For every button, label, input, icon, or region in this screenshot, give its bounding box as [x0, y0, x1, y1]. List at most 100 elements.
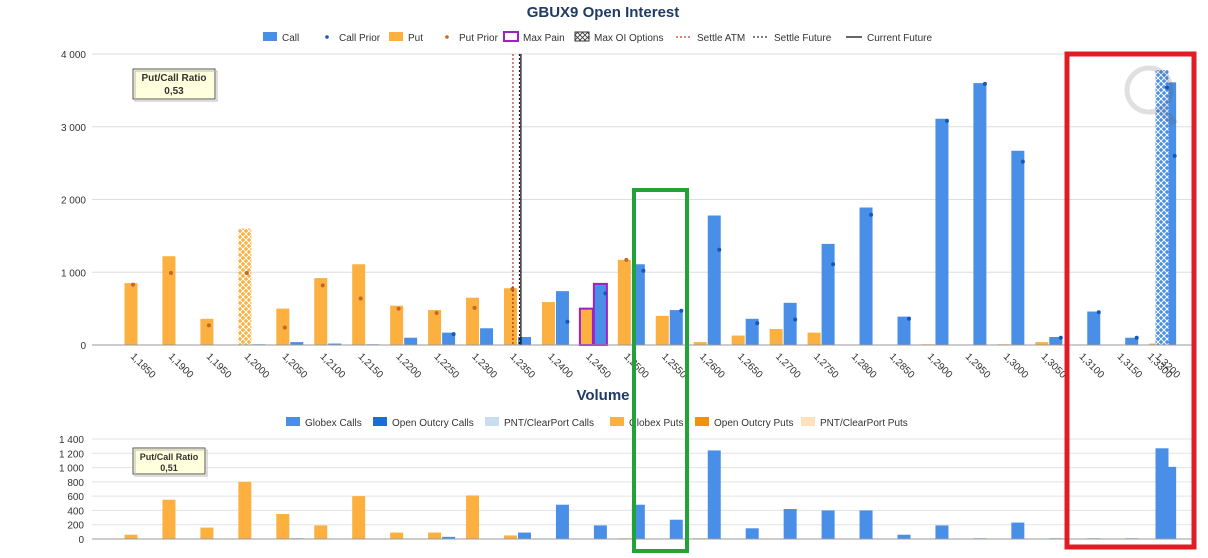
- x-tick-label: 1,3150: [1115, 351, 1145, 381]
- watermark-ring: [1124, 65, 1174, 115]
- call-bar: [859, 207, 873, 345]
- call-bar: [783, 302, 797, 345]
- globex-put-bar: [428, 532, 442, 539]
- x-tick-label: 1,2550: [659, 351, 689, 381]
- call-prior-dot: [793, 317, 798, 322]
- watermark-tail: [1156, 104, 1178, 126]
- legend-swatch: [610, 417, 624, 426]
- call-bar: [935, 118, 949, 345]
- globex-call-bar: [935, 525, 949, 539]
- globex-call-bar: [669, 519, 683, 539]
- globex-put-bar: [276, 514, 290, 539]
- globex-call-bar: [555, 504, 569, 539]
- call-bar: [669, 310, 683, 345]
- y-tick-label: 800: [67, 478, 84, 489]
- globex-call-bar: [897, 534, 911, 539]
- put-bar: [655, 315, 669, 345]
- call-bar: [1155, 70, 1169, 345]
- x-tick-label: 1,3100: [1077, 351, 1107, 381]
- x-tick-label: 1,1950: [204, 351, 234, 381]
- legend-globex-puts: Globex Puts: [610, 417, 683, 429]
- legend-label: Globex Calls: [305, 418, 362, 429]
- put-bar: [276, 308, 290, 345]
- x-tick-label: 1,2150: [356, 351, 386, 381]
- legend-label: Open Outcry Puts: [714, 418, 793, 429]
- y-tick-label: 200: [67, 521, 84, 532]
- globex-put-bar: [124, 534, 138, 539]
- put-bar: [314, 278, 328, 345]
- legend-swatch: [574, 31, 590, 42]
- call-prior-dot: [1096, 310, 1101, 315]
- call-bar: [442, 332, 456, 345]
- legend-label: Settle ATM: [697, 33, 745, 44]
- x-tick-label: 1,2700: [773, 351, 803, 381]
- ratio-box-shadow: [134, 449, 208, 477]
- y-tick-label: 1 400: [59, 435, 84, 446]
- legend-label: Open Outcry Calls: [392, 418, 474, 429]
- globex-call-bar: [518, 532, 531, 539]
- call-bar: [973, 83, 987, 345]
- y-tick-label: 2 000: [61, 196, 86, 207]
- x-tick-label: 1,3000: [1001, 351, 1031, 381]
- put-bar: [693, 342, 707, 345]
- y-tick-label: 0: [80, 341, 86, 352]
- legend-call: Call: [263, 32, 299, 44]
- call-prior-dot: [641, 268, 646, 273]
- put-prior-dot: [168, 270, 173, 275]
- volume-chart-title: Volume: [576, 387, 629, 404]
- red-highlight-box: [1064, 51, 1197, 550]
- ratio-box-label: Put/Call Ratio: [141, 73, 206, 84]
- globex-put-bar: [466, 495, 480, 539]
- call-prior-dot: [831, 262, 836, 267]
- call-prior-dot: [679, 308, 684, 313]
- call-bar: [290, 342, 304, 345]
- call-bar: [707, 215, 721, 345]
- x-tick-label: 1,2650: [735, 351, 765, 381]
- legend-swatch: [503, 31, 519, 42]
- call-prior-dot: [1020, 159, 1025, 164]
- put-bar: [731, 335, 745, 345]
- call-bar: [1011, 150, 1025, 345]
- call-prior-dot: [869, 212, 874, 217]
- call-prior-dot: [755, 321, 760, 326]
- call-bar: [480, 328, 494, 345]
- legend-swatch: [485, 417, 499, 426]
- y-tick-label: 1 200: [59, 449, 84, 460]
- legend-label: Settle Future: [774, 33, 832, 44]
- legend-label: Put: [408, 33, 423, 44]
- put-prior-dot: [434, 310, 439, 315]
- call-bar: [518, 336, 531, 345]
- globex-call-bar: [821, 510, 835, 539]
- x-tick-label: 1,2200: [394, 351, 424, 381]
- ratio-box-frame: [132, 68, 216, 100]
- put-prior-dot: [131, 282, 135, 287]
- ratio-box-value: 0,51: [160, 463, 178, 473]
- put-bar: [124, 283, 138, 345]
- put-prior-dot: [282, 325, 287, 330]
- call-prior-dot: [1172, 153, 1177, 158]
- globex-put-bar: [238, 481, 252, 539]
- put-bar: [390, 305, 404, 345]
- call-bar: [821, 243, 835, 345]
- legend-swatch: [286, 417, 300, 426]
- legend-put-prior: Put Prior: [445, 33, 499, 44]
- x-tick-label: 1,1900: [166, 351, 196, 381]
- legend-open-outcry-calls: Open Outcry Calls: [373, 417, 474, 429]
- call-prior-dot: [1134, 335, 1139, 340]
- put-prior-dot: [624, 257, 629, 262]
- legend-settle-future: Settle Future: [753, 33, 832, 44]
- globex-call-bar: [859, 510, 873, 539]
- globex-put-bar: [200, 527, 214, 539]
- y-tick-label: 400: [67, 506, 84, 517]
- put-bar: [238, 228, 252, 345]
- x-tick-label: 1,2950: [963, 351, 993, 381]
- call-bar: [745, 318, 759, 345]
- put-prior-dot: [396, 306, 401, 311]
- call-bar: [1087, 311, 1101, 345]
- x-tick-label: 1,2400: [545, 351, 575, 381]
- legend-pnt-clearport-calls: PNT/ClearPort Calls: [485, 417, 594, 429]
- call-prior-dot: [1165, 85, 1169, 90]
- call-bar: [328, 343, 342, 345]
- put-bar: [1035, 342, 1049, 345]
- x-tick-label: 1,1850: [128, 351, 158, 381]
